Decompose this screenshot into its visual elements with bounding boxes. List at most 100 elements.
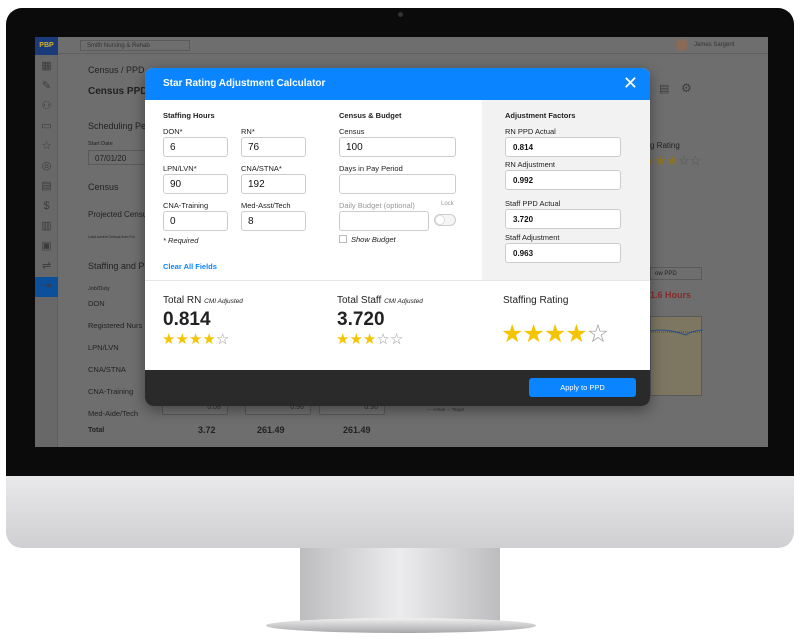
job-duty-row: LPN/LVN xyxy=(88,343,119,352)
census-heading: Census xyxy=(88,182,119,192)
star-filled-icon: ★ xyxy=(162,331,176,348)
monitor-stand xyxy=(300,548,500,622)
staffing-field-label: RN* xyxy=(241,127,255,136)
sidebar-active-highlight xyxy=(35,277,58,297)
staffing-field-input[interactable]: 8 xyxy=(241,211,306,231)
total-rn-title: Total RN xyxy=(163,295,202,306)
wrench-icon[interactable]: ✎ xyxy=(41,80,52,92)
adjustment-field-label: Staff PPD Actual xyxy=(505,199,561,208)
lock-toggle[interactable] xyxy=(434,214,456,226)
top-bar: Smith Nursing & Rehab James Sargent xyxy=(58,37,768,54)
badge-icon[interactable]: ▣ xyxy=(41,240,52,252)
staffing-field-label: Med-Asst/Tech xyxy=(241,201,291,210)
staffing-field-input[interactable]: 76 xyxy=(241,137,306,157)
logout-icon[interactable]: ⇥ xyxy=(41,280,52,292)
page-title: Census PPD xyxy=(88,86,148,97)
census-budget-heading: Census & Budget xyxy=(339,111,402,120)
facility-select[interactable]: Smith Nursing & Rehab xyxy=(80,40,190,51)
user-avatar[interactable] xyxy=(676,39,688,51)
adjustment-field-input[interactable]: 0.814 xyxy=(505,137,621,157)
modal-header: Star Rating Adjustment Calculator ✕ xyxy=(145,68,650,100)
star-filled-icon: ★ xyxy=(349,331,363,348)
days-input[interactable] xyxy=(339,174,456,194)
staffing-field-label: CNA-Training xyxy=(163,201,209,210)
start-date-input[interactable]: 07/01/20 xyxy=(88,150,148,165)
staffing-field-input[interactable]: 90 xyxy=(163,174,228,194)
adjustment-field-label: RN PPD Actual xyxy=(505,127,556,136)
star-empty-icon: ☆ xyxy=(689,153,702,168)
budget-input[interactable] xyxy=(339,211,429,231)
ppd-chart xyxy=(650,316,704,396)
star-empty-icon: ☆ xyxy=(677,153,690,168)
calendar-icon[interactable]: ▦ xyxy=(41,60,52,72)
star-filled-icon: ★ xyxy=(501,320,523,348)
job-duty-header: Job/Duty xyxy=(88,286,110,292)
days-label: Days in Pay Period xyxy=(339,164,403,173)
document-icon[interactable]: ▤ xyxy=(659,83,670,95)
staffing-hours-heading: Staffing Hours xyxy=(163,111,215,120)
rn-stars: ★★★★☆ xyxy=(162,330,229,348)
load-census-link[interactable]: Load current Census from Poi xyxy=(88,235,135,239)
staffing-heading: Staffing and PP xyxy=(88,261,151,271)
apply-to-ppd-button[interactable]: Apply to PPD xyxy=(529,378,636,397)
staff-stars: ★★★☆☆ xyxy=(336,330,403,348)
total-value: 261.49 xyxy=(257,425,285,435)
adjustment-heading: Adjustment Factors xyxy=(505,111,576,120)
star-filled-icon: ★ xyxy=(188,331,203,348)
show-budget-checkbox[interactable] xyxy=(339,235,347,243)
job-duty-row: Med-Aide/Tech xyxy=(88,409,139,418)
monitor-chin xyxy=(6,476,794,548)
total-staff-label: Total Staff CMI Adjusted xyxy=(337,295,423,306)
gear-icon[interactable]: ⚙ xyxy=(681,81,692,95)
lock-label: Lock xyxy=(441,201,454,207)
star-icon[interactable]: ☆ xyxy=(41,140,52,152)
star-empty-icon: ☆ xyxy=(215,331,230,348)
job-duty-row: DON xyxy=(88,299,105,308)
staffing-rating-label: Staffing Rating xyxy=(503,295,569,306)
adjustment-field-label: Staff Adjustment xyxy=(505,233,560,242)
star-filled-icon: ★ xyxy=(666,153,678,168)
adjustment-field-input[interactable]: 0.992 xyxy=(505,170,621,190)
location-icon[interactable]: ◎ xyxy=(41,160,52,172)
required-note: * Required xyxy=(163,236,199,245)
user-name[interactable]: James Sargent xyxy=(694,42,735,48)
staffing-field-input[interactable]: 0 xyxy=(163,211,228,231)
chart-legend: — Actual -- Target xyxy=(427,407,465,412)
star-empty-icon: ☆ xyxy=(376,331,390,348)
staffing-field-label: CNA/STNA* xyxy=(241,164,282,173)
star-filled-icon: ★ xyxy=(543,320,566,348)
census-input[interactable]: 100 xyxy=(339,137,456,157)
rating-stars: ★★★☆☆ xyxy=(643,153,701,169)
view-select[interactable]: ow PPD xyxy=(650,267,702,280)
legend-target: Target xyxy=(451,407,465,412)
camera xyxy=(398,12,403,17)
star-filled-icon: ★ xyxy=(202,331,216,348)
star-filled-icon: ★ xyxy=(362,331,377,348)
staffing-field-input[interactable]: 6 xyxy=(163,137,228,157)
bed-icon[interactable]: ⇌ xyxy=(41,260,52,272)
cmi-note: CMI Adjusted xyxy=(384,298,423,305)
close-icon[interactable]: ✕ xyxy=(622,73,638,93)
users-icon[interactable]: ⚇ xyxy=(41,100,52,112)
star-filled-icon: ★ xyxy=(522,320,544,348)
hours-value: 1.6 Hours xyxy=(650,290,692,300)
logo: PBP xyxy=(35,37,58,55)
clear-all-fields-link[interactable]: Clear All Fields xyxy=(163,262,217,271)
adjustment-field-input[interactable]: 3.720 xyxy=(505,209,621,229)
dollar-icon[interactable]: $ xyxy=(43,200,50,212)
chart-line xyxy=(650,329,704,336)
modal-title: Star Rating Adjustment Calculator xyxy=(163,78,326,89)
job-duty-row: CNA/STNA xyxy=(88,365,126,374)
adjustment-field-label: RN Adjustment xyxy=(505,160,556,169)
job-duty-row: Registered Nurs xyxy=(88,321,143,330)
bar-chart-icon[interactable]: ▥ xyxy=(41,220,52,232)
staffing-field-input[interactable]: 192 xyxy=(241,174,306,194)
show-budget-label: Show Budget xyxy=(351,235,396,244)
modal-footer: Apply to PPD xyxy=(145,370,650,406)
cmi-note: CMI Adjusted xyxy=(204,298,243,305)
briefcase-icon[interactable]: ▭ xyxy=(41,120,52,132)
chat-icon[interactable]: ▤ xyxy=(41,180,52,192)
results-section: Total RN CMI Adjusted 0.814 ★★★★☆ Total … xyxy=(145,280,650,370)
total-value: 261.49 xyxy=(343,425,371,435)
adjustment-field-input[interactable]: 0.963 xyxy=(505,243,621,263)
